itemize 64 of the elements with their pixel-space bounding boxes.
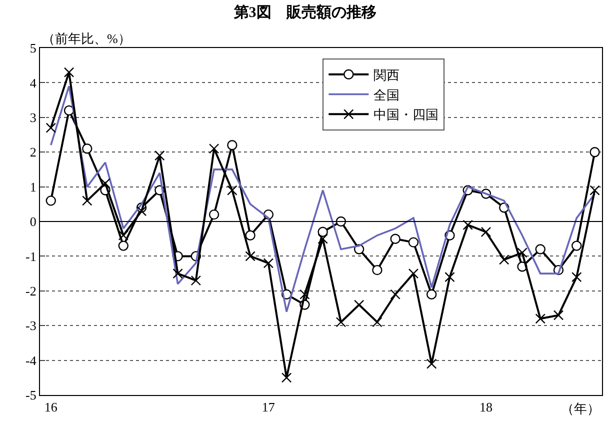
point xyxy=(118,240,128,251)
point xyxy=(281,372,292,383)
x-axis-title: （年） xyxy=(561,401,600,416)
point xyxy=(190,275,202,286)
point xyxy=(46,122,56,133)
point xyxy=(263,258,274,268)
y-tick-label: 5 xyxy=(30,40,36,56)
y-tick-label: 0 xyxy=(30,214,36,230)
point xyxy=(300,289,310,300)
point xyxy=(318,226,328,238)
point xyxy=(553,310,564,320)
point xyxy=(426,289,437,300)
point xyxy=(46,196,56,206)
point xyxy=(572,272,582,282)
x-tick-label: 17 xyxy=(262,400,276,415)
y-tick-label: 1 xyxy=(30,179,36,194)
x-tick-label: 16 xyxy=(44,400,58,415)
point xyxy=(390,234,400,244)
legend-label: 関西 xyxy=(374,67,400,82)
point xyxy=(408,237,419,248)
point xyxy=(408,268,419,279)
y-tick-label: -4 xyxy=(26,352,37,368)
point xyxy=(318,234,328,244)
legend-label: 中国・四国 xyxy=(374,107,439,122)
point xyxy=(499,254,510,265)
chart-title: 第3図 販売額の推移 xyxy=(232,4,376,21)
point xyxy=(136,206,147,216)
point xyxy=(154,150,165,161)
x-tick-label: 18 xyxy=(479,400,492,415)
point xyxy=(336,317,346,328)
point xyxy=(245,230,256,240)
y-tick-label: 4 xyxy=(30,75,37,90)
point xyxy=(64,67,74,78)
y-tick-label: 2 xyxy=(30,144,36,160)
point xyxy=(390,289,400,300)
y-tick-label: -3 xyxy=(26,318,36,334)
point xyxy=(100,178,110,188)
point xyxy=(372,317,382,328)
point xyxy=(208,144,220,154)
point xyxy=(535,244,546,254)
point xyxy=(426,358,437,369)
point xyxy=(517,248,528,258)
point xyxy=(444,272,455,282)
y-tick-label: -5 xyxy=(26,388,36,403)
y-tick-label: 3 xyxy=(30,110,36,125)
point xyxy=(227,185,238,196)
point xyxy=(208,209,220,220)
point xyxy=(535,314,546,324)
point xyxy=(572,240,582,251)
point xyxy=(245,251,256,262)
y-axis-title: （前年比、%） xyxy=(42,31,131,46)
point xyxy=(82,196,92,206)
point xyxy=(372,264,382,276)
point xyxy=(462,220,473,230)
point xyxy=(590,185,600,196)
point xyxy=(82,144,92,154)
point xyxy=(118,230,128,240)
legend-label: 全国 xyxy=(374,87,400,102)
point xyxy=(590,147,600,158)
point xyxy=(227,140,238,150)
point xyxy=(172,268,183,279)
y-tick-label: -2 xyxy=(26,283,36,298)
y-tick-label: -1 xyxy=(26,248,36,264)
point xyxy=(480,226,492,238)
